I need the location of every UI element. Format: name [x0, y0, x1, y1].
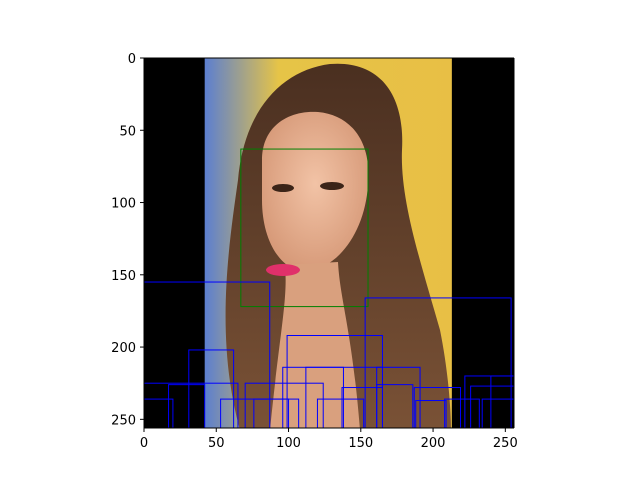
blue-box-12 — [376, 384, 414, 428]
blue-box-22 — [444, 398, 480, 428]
blue-box-13 — [413, 387, 462, 428]
x-tick-label: 150 — [348, 436, 373, 451]
blue-box-3 — [188, 349, 235, 428]
y-tick-label: 50 — [119, 124, 136, 139]
blue-box-17 — [464, 375, 514, 428]
y-tick-label: 100 — [111, 197, 136, 212]
green-box-0 — [240, 148, 369, 308]
x-tick-label: 200 — [421, 436, 446, 451]
blue-box-19 — [490, 375, 514, 428]
blue-box-18 — [470, 385, 514, 428]
blue-box-7 — [244, 382, 324, 428]
blue-box-6 — [144, 398, 174, 428]
blue-box-20 — [481, 398, 514, 428]
blue-box-21 — [316, 398, 365, 428]
x-tick-label: 50 — [208, 436, 225, 451]
background-photo — [144, 58, 514, 428]
blue-box-1 — [364, 297, 512, 428]
y-axis-ticks: 0 50 100 150 200 250 — [111, 52, 144, 428]
y-tick-label: 150 — [111, 269, 136, 284]
y-tick-label: 0 — [128, 52, 136, 67]
axes-frame — [143, 57, 515, 429]
y-tick-label: 250 — [111, 413, 136, 428]
boxes-layer — [144, 148, 514, 428]
blue-box-10 — [341, 387, 383, 428]
x-tick-label: 0 — [140, 436, 148, 451]
blue-box-4 — [144, 382, 239, 428]
x-tick-label: 250 — [493, 436, 518, 451]
y-tick-label: 200 — [111, 341, 136, 356]
blue-box-5 — [168, 384, 206, 428]
x-tick-label: 100 — [276, 436, 301, 451]
x-axis-ticks: 0 50 100 150 200 250 — [140, 428, 518, 451]
blue-box-0 — [144, 281, 271, 428]
blue-box-16 — [253, 398, 290, 428]
blue-box-14 — [415, 400, 447, 428]
